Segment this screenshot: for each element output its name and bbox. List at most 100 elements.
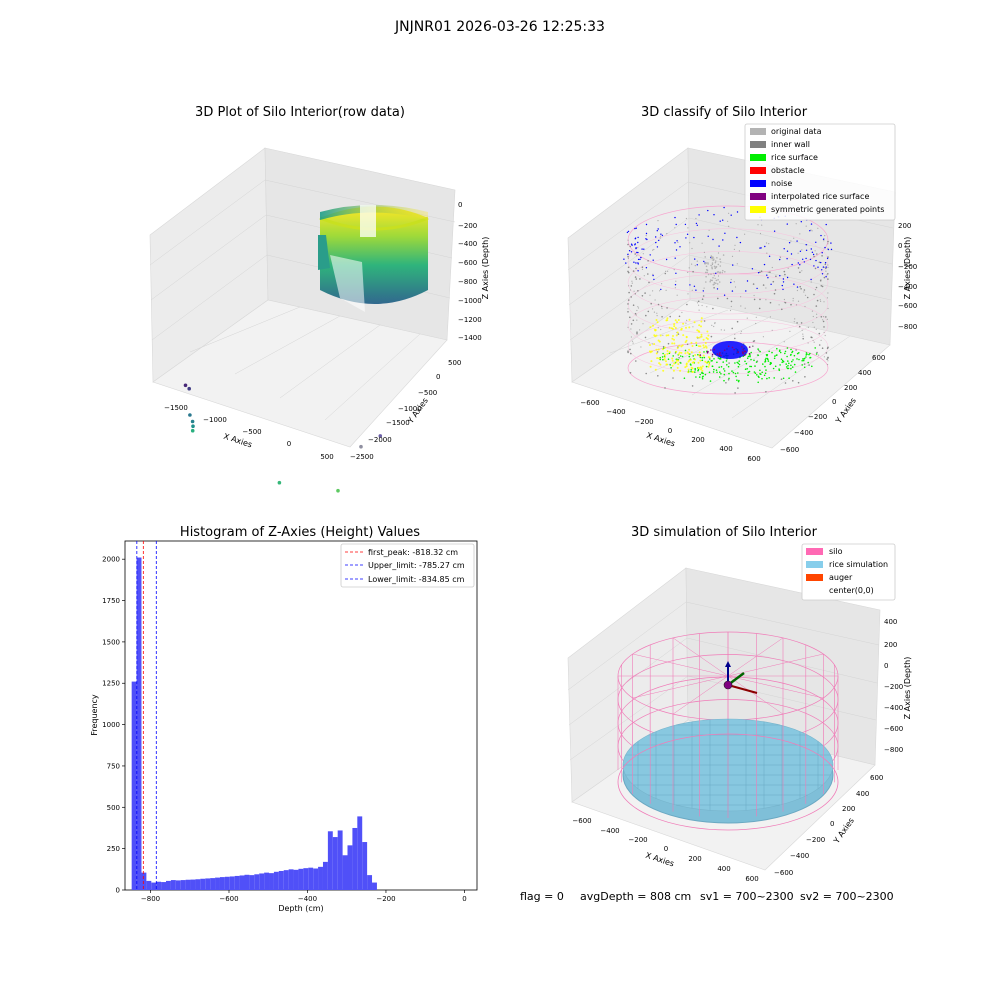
classify-wall-point	[797, 381, 800, 384]
classify-noise-point	[802, 258, 804, 260]
classify-wall-point	[730, 300, 733, 303]
classify-symmetric-point	[658, 357, 661, 360]
classify-wall-point	[731, 255, 734, 257]
classify-wall-point	[823, 301, 825, 303]
classify-rice-point	[694, 367, 696, 370]
classify-wall-point	[733, 281, 735, 283]
hist-ylabel: Frequency	[90, 694, 99, 736]
classify-wall-point	[687, 293, 689, 295]
classify-rice-point	[719, 371, 721, 374]
classify-rice-point	[723, 373, 726, 376]
classify-rice-point	[703, 351, 705, 353]
classify-symmetric-point	[692, 370, 694, 373]
classify-noise-point	[634, 227, 636, 230]
classify-noise-point	[731, 290, 734, 292]
classify-symmetric-point	[679, 369, 682, 372]
hist-x-tick-label: 0	[462, 895, 466, 903]
classify-points	[623, 205, 833, 395]
raw-point	[187, 386, 191, 391]
classify-wall-point	[804, 376, 806, 378]
classify-interp-point	[707, 351, 709, 353]
hist-bar	[234, 875, 240, 890]
classify-wall-point	[824, 263, 827, 266]
classify-symmetric-point	[674, 319, 677, 322]
classify-symmetric-point	[687, 352, 690, 355]
classify-rice-point	[712, 371, 715, 373]
classify-wall-point	[759, 271, 761, 274]
classify-noise-point	[627, 230, 630, 233]
classify-rice-point	[701, 359, 704, 362]
classify-wall-point	[666, 233, 668, 235]
classify-wall-point	[803, 363, 806, 365]
sim-title: 3D simulation of Silo Interior	[631, 525, 818, 540]
classify-wall-point	[635, 314, 637, 316]
classify-symmetric-point	[649, 365, 652, 368]
classify-rice-point	[744, 368, 747, 371]
classify-noise-point	[830, 242, 832, 244]
classify-wall-point	[752, 283, 755, 285]
classify-noise-point	[779, 258, 781, 261]
classify-wall-point	[803, 289, 806, 291]
legend-swatch-noise	[750, 180, 766, 187]
classify-rice-point	[709, 380, 712, 382]
classify-wall-point	[730, 305, 732, 308]
classify-wall-point	[685, 217, 688, 220]
classify-symmetric-point	[704, 360, 707, 363]
classify-wall-point	[639, 329, 641, 331]
classify-wall-point	[807, 342, 809, 344]
status-sv2: sv2 = 700~2300	[800, 890, 894, 903]
classify-noise-point	[696, 264, 698, 266]
classify-noise-point	[637, 251, 639, 254]
classify-symmetric-point	[655, 348, 658, 351]
classify-wall-point	[661, 283, 663, 285]
classify-wall-point	[811, 230, 813, 232]
classify-wall-point	[633, 290, 635, 292]
raw-point	[336, 488, 340, 493]
classify-rice-point	[732, 371, 735, 374]
hist-x-tick-label: −600	[219, 895, 238, 903]
classify-symmetric-point	[650, 360, 653, 363]
classify-symmetric-point	[672, 335, 674, 337]
sim-y-tick: 0	[830, 820, 834, 828]
legend-swatch-original	[750, 128, 766, 135]
classify-rice-point	[787, 367, 790, 370]
classify-wall-point	[734, 392, 736, 394]
sim-silo-spoke	[672, 637, 729, 677]
hist-bar	[288, 869, 294, 890]
classify-noise-point	[707, 235, 709, 237]
classify-wall-point	[627, 257, 630, 259]
classify-symmetric-point	[700, 335, 703, 338]
hist-bar	[337, 830, 343, 890]
legend-label: symmetric generated points	[771, 205, 884, 214]
hist-bar	[215, 877, 220, 890]
classify-interp-point	[744, 350, 747, 353]
classify-noise-point	[645, 232, 648, 235]
classify-wall-point	[784, 273, 786, 276]
sim-silo-spoke	[672, 675, 729, 715]
classify-rice-point	[746, 357, 749, 360]
classify-wall-point	[826, 274, 828, 276]
classify-noise-point	[627, 253, 629, 256]
classify-wall-point	[823, 240, 825, 242]
classify-wall-point	[827, 307, 829, 310]
classify-wall-point	[816, 316, 818, 319]
classify-rice-point	[738, 363, 741, 366]
sim-z-tick: 400	[884, 618, 897, 626]
classify-wall-point	[678, 315, 681, 318]
classify-symmetric-point	[691, 345, 694, 347]
classify-noise-point	[653, 278, 655, 281]
classify-wall-point	[813, 341, 815, 343]
classify-wall-point	[703, 320, 706, 322]
sim-z-tick: −400	[884, 704, 903, 712]
hist-legend-box	[340, 543, 475, 588]
hist-bar	[273, 871, 279, 890]
classify-rice-point	[702, 375, 704, 378]
classify-wall-point	[796, 322, 798, 324]
classify-wall-point	[666, 307, 668, 309]
classify-ylabel: Y Axies	[833, 396, 858, 426]
sim-z-ticks: 400 200 0 −200 −400 −600 −800	[884, 618, 903, 754]
classify-symmetric-point	[706, 330, 709, 333]
hist-bar	[185, 879, 191, 890]
classify-wall-point	[685, 322, 687, 324]
classify-symmetric-point	[702, 338, 705, 341]
